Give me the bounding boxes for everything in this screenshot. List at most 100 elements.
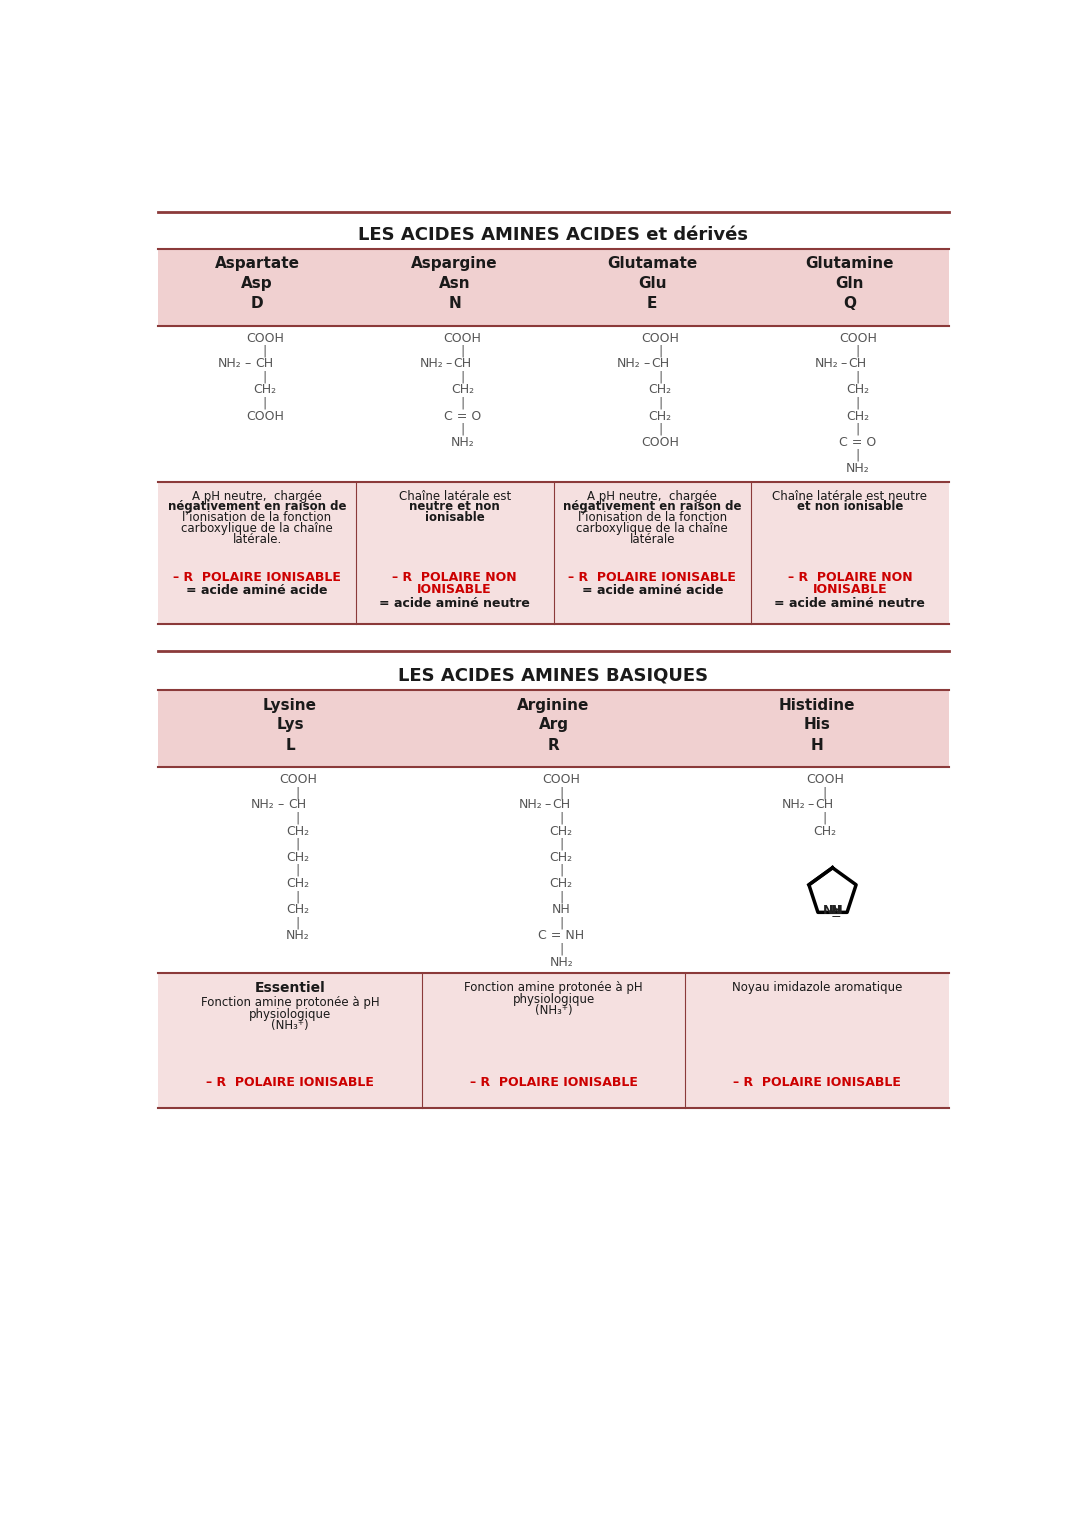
Text: |: | bbox=[855, 397, 860, 409]
Text: IONISABLE: IONISABLE bbox=[812, 583, 888, 596]
Text: CH₂: CH₂ bbox=[450, 383, 474, 397]
Text: Aspargine: Aspargine bbox=[411, 257, 498, 272]
Text: CH₂: CH₂ bbox=[550, 825, 572, 838]
Text: N: N bbox=[831, 904, 841, 918]
Text: = acide aminé acide: = acide aminé acide bbox=[581, 585, 724, 597]
Text: NH₂: NH₂ bbox=[550, 956, 573, 968]
Bar bbox=[159, 249, 948, 325]
Text: Asn: Asn bbox=[438, 276, 471, 290]
Text: latérale: latérale bbox=[630, 533, 675, 545]
Text: –: – bbox=[643, 357, 649, 370]
Text: NH: NH bbox=[823, 904, 843, 918]
Text: |: | bbox=[559, 811, 564, 825]
Text: (NH₃⁺): (NH₃⁺) bbox=[271, 1020, 309, 1032]
Text: CH₂: CH₂ bbox=[286, 825, 309, 838]
Text: latérale.: latérale. bbox=[232, 533, 282, 545]
Text: CH: CH bbox=[849, 357, 867, 370]
Text: |: | bbox=[823, 811, 827, 825]
Text: CH₂: CH₂ bbox=[286, 851, 309, 864]
Text: Gln: Gln bbox=[836, 276, 864, 290]
Text: physiologique: physiologique bbox=[512, 993, 595, 1005]
Text: –: – bbox=[544, 799, 551, 811]
Bar bbox=[159, 483, 948, 625]
Text: CH₂: CH₂ bbox=[550, 851, 572, 864]
Text: NH₂: NH₂ bbox=[251, 799, 274, 811]
Text: A pH neutre,  chargée: A pH neutre, chargée bbox=[192, 490, 322, 502]
Text: – R  POLAIRE NON: – R POLAIRE NON bbox=[787, 571, 913, 583]
Text: –: – bbox=[445, 357, 451, 370]
Text: |: | bbox=[559, 942, 564, 956]
Bar bbox=[159, 690, 948, 767]
Text: = acide aminé acide: = acide aminé acide bbox=[187, 585, 328, 597]
Text: = acide aminé neutre: = acide aminé neutre bbox=[774, 597, 926, 609]
Text: –: – bbox=[808, 799, 814, 811]
Text: carboxylique de la chaîne: carboxylique de la chaîne bbox=[181, 522, 333, 534]
Text: COOH: COOH bbox=[246, 331, 284, 345]
Text: |: | bbox=[296, 916, 300, 930]
Text: CH₂: CH₂ bbox=[846, 409, 869, 423]
Text: His: His bbox=[804, 716, 831, 731]
Text: |: | bbox=[262, 345, 267, 357]
Text: |: | bbox=[460, 345, 464, 357]
Text: CH₂: CH₂ bbox=[846, 383, 869, 397]
Text: –: – bbox=[245, 357, 251, 370]
Text: carboxylique de la chaîne: carboxylique de la chaîne bbox=[577, 522, 728, 534]
Text: |: | bbox=[559, 838, 564, 851]
Text: – R  POLAIRE IONISABLE: – R POLAIRE IONISABLE bbox=[173, 571, 341, 583]
Text: Arg: Arg bbox=[539, 716, 568, 731]
Text: Essentiel: Essentiel bbox=[255, 980, 325, 996]
Text: CH: CH bbox=[288, 799, 307, 811]
Text: NH₂: NH₂ bbox=[419, 357, 443, 370]
Text: ionisable: ionisable bbox=[424, 512, 485, 524]
Text: |: | bbox=[296, 864, 300, 876]
Text: Glutamate: Glutamate bbox=[607, 257, 698, 272]
Bar bbox=[159, 973, 948, 1109]
Text: CH: CH bbox=[454, 357, 472, 370]
Text: CH₂: CH₂ bbox=[286, 902, 309, 916]
Text: (NH₃⁺): (NH₃⁺) bbox=[535, 1005, 572, 1017]
Text: Noyau imidazole aromatique: Noyau imidazole aromatique bbox=[732, 980, 902, 994]
Text: COOH: COOH bbox=[279, 773, 316, 786]
Text: COOH: COOH bbox=[806, 773, 843, 786]
Text: CH₂: CH₂ bbox=[550, 876, 572, 890]
Text: |: | bbox=[460, 371, 464, 383]
Text: CH₂: CH₂ bbox=[253, 383, 276, 397]
Text: |: | bbox=[460, 423, 464, 435]
Text: IONISABLE: IONISABLE bbox=[417, 583, 492, 596]
Text: NH₂: NH₂ bbox=[518, 799, 542, 811]
Text: Fonction amine protonée à pH: Fonction amine protonée à pH bbox=[201, 996, 379, 1009]
Text: –: – bbox=[278, 799, 284, 811]
Text: |: | bbox=[658, 371, 662, 383]
Text: NH₂: NH₂ bbox=[286, 930, 310, 942]
Text: COOH: COOH bbox=[642, 435, 679, 449]
Text: neutre et non: neutre et non bbox=[409, 501, 500, 513]
Text: |: | bbox=[262, 371, 267, 383]
Text: CH₂: CH₂ bbox=[286, 876, 309, 890]
Text: H: H bbox=[811, 738, 823, 753]
Text: N: N bbox=[448, 296, 461, 312]
Text: R: R bbox=[548, 738, 559, 753]
Text: |: | bbox=[658, 397, 662, 409]
Text: Aspartate: Aspartate bbox=[215, 257, 299, 272]
Text: CH₂: CH₂ bbox=[648, 383, 672, 397]
Text: Asp: Asp bbox=[241, 276, 273, 290]
Text: C = NH: C = NH bbox=[538, 930, 584, 942]
Text: CH₂: CH₂ bbox=[648, 409, 672, 423]
Text: NH₂: NH₂ bbox=[782, 799, 806, 811]
Text: Chaîne latérale est: Chaîne latérale est bbox=[399, 490, 511, 502]
Text: |: | bbox=[855, 371, 860, 383]
Text: CH: CH bbox=[815, 799, 834, 811]
Text: – R  POLAIRE NON: – R POLAIRE NON bbox=[392, 571, 517, 583]
Text: Lys: Lys bbox=[276, 716, 303, 731]
Text: |: | bbox=[658, 423, 662, 435]
Text: |: | bbox=[559, 864, 564, 876]
Text: négativement en raison de: négativement en raison de bbox=[167, 501, 347, 513]
Text: =: = bbox=[831, 909, 841, 922]
Text: –: – bbox=[840, 357, 847, 370]
Text: l’ionisation de la fonction: l’ionisation de la fonction bbox=[578, 512, 727, 524]
Text: Arginine: Arginine bbox=[517, 698, 590, 713]
Text: Glu: Glu bbox=[638, 276, 666, 290]
Text: E: E bbox=[647, 296, 658, 312]
Text: |: | bbox=[296, 811, 300, 825]
Text: COOH: COOH bbox=[642, 331, 679, 345]
